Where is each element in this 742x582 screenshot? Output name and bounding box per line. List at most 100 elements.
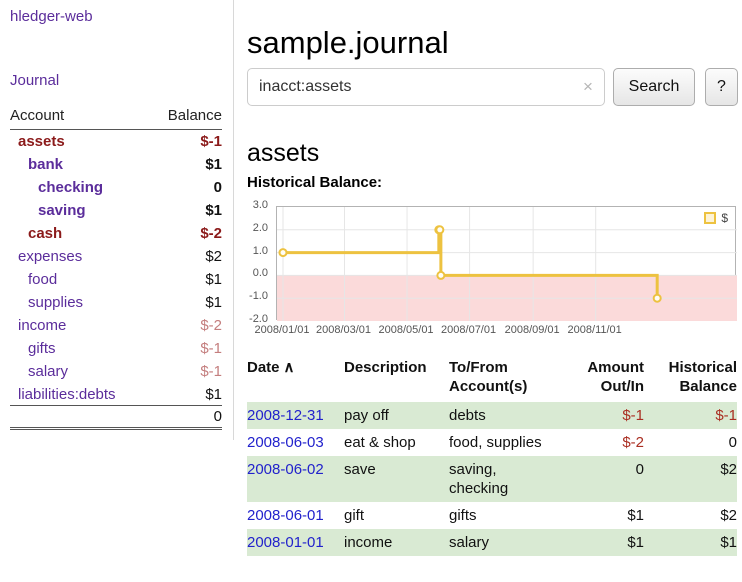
account-link-gifts[interactable]: gifts: [28, 340, 56, 357]
transaction-description: pay off: [344, 407, 389, 424]
account-link-checking[interactable]: checking: [38, 179, 104, 196]
y-tick-label: 3.0: [252, 199, 268, 211]
balance-chart: $: [276, 206, 737, 321]
transaction-row: 2008-06-03 eat & shop food, supplies $-2…: [247, 429, 737, 456]
accounts-header-row: Account Balance: [10, 104, 222, 130]
transaction-date-link[interactable]: 2008-12-31: [247, 407, 324, 424]
account-row: checking 0: [10, 176, 222, 199]
transaction-amount: $-1: [622, 407, 644, 424]
transaction-accounts: salary: [449, 534, 490, 551]
register-header-row: Date ∧ Description To/From Account(s) Amo…: [247, 356, 737, 402]
account-link-assets[interactable]: assets: [18, 133, 65, 150]
account-link-salary[interactable]: salary: [28, 363, 69, 380]
transaction-row: 2008-06-01 gift gifts $1 $2: [247, 502, 737, 529]
account-row: supplies $1: [10, 291, 222, 314]
y-tick-label: 2.0: [252, 221, 268, 234]
transaction-description: eat & shop: [344, 434, 416, 451]
account-row: expenses $2: [10, 245, 222, 268]
account-link-bank[interactable]: bank: [28, 156, 64, 173]
transaction-row: 2008-06-02 save saving, checking 0 $2: [247, 456, 737, 502]
account-link-saving[interactable]: saving: [38, 202, 86, 219]
account-balance-checking: 0: [213, 179, 222, 196]
brand-link[interactable]: hledger-web: [10, 8, 93, 25]
chart-y-axis: 3.0 2.0 1.0 0.0 -1.0 -2.0: [236, 199, 270, 325]
account-link-supplies[interactable]: supplies: [28, 294, 84, 311]
account-balance-supplies: $1: [205, 294, 222, 311]
account-link-expenses[interactable]: expenses: [18, 248, 83, 265]
y-tick-label: -1.0: [249, 290, 268, 303]
transaction-description: income: [344, 534, 393, 551]
x-tick-label: 2008/05/01: [378, 324, 434, 336]
account-balance-gifts: $-1: [200, 340, 222, 357]
sidebar-divider: [233, 0, 234, 440]
transaction-accounts: gifts: [449, 507, 477, 524]
account-row: food $1: [10, 268, 222, 291]
account-balance-saving: $1: [205, 202, 222, 219]
search-area: × Search ?: [247, 68, 738, 108]
transaction-amount: 0: [635, 461, 644, 478]
transaction-date-link[interactable]: 2008-06-02: [247, 461, 324, 478]
account-link-cash[interactable]: cash: [28, 225, 63, 242]
chart-x-axis: 2008/01/01 2008/03/01 2008/05/01 2008/07/01…: [254, 324, 736, 338]
transaction-date-cell: 2008-06-03: [247, 429, 344, 456]
transaction-date-cell: 2008-12-31: [247, 402, 344, 429]
register-header-date[interactable]: Date ∧: [247, 356, 344, 402]
search-button[interactable]: Search: [613, 68, 695, 106]
x-tick-label: 2008/09/01: [504, 324, 560, 336]
transaction-accounts: saving, checking: [449, 461, 509, 497]
sort-ascending-icon: ∧: [283, 359, 295, 376]
legend-label: $: [721, 211, 728, 225]
account-row: liabilities:debts $1: [10, 383, 222, 406]
account-link-income[interactable]: income: [18, 317, 67, 334]
register-header-description: Description: [344, 359, 427, 376]
chart-canvas: [277, 207, 737, 321]
account-row: assets $-1: [10, 130, 222, 153]
help-button[interactable]: ?: [705, 68, 738, 106]
register-table: Date ∧ Description To/From Account(s) Amo…: [247, 356, 737, 556]
transaction-amount: $1: [627, 507, 644, 524]
y-tick-label: -2.0: [249, 313, 268, 325]
account-balance-liabilities-debts: $1: [205, 385, 222, 403]
account-row: bank $1: [10, 153, 222, 176]
date-header-label: Date: [247, 359, 280, 376]
transaction-description: save: [344, 461, 376, 478]
transaction-amount: $1: [627, 534, 644, 551]
account-balance-income: $-2: [200, 317, 222, 334]
account-row: saving $1: [10, 199, 222, 222]
account-balance-cash: $-2: [200, 225, 222, 242]
transaction-date-link[interactable]: 2008-01-01: [247, 534, 324, 551]
account-link-food[interactable]: food: [28, 271, 58, 288]
register-header-amount: Amount Out/In: [587, 359, 644, 395]
accounts-header-account: Account: [10, 107, 65, 124]
transaction-amount: $-2: [622, 434, 644, 451]
transaction-date-link[interactable]: 2008-06-03: [247, 434, 324, 451]
transaction-date-cell: 2008-06-02: [247, 456, 344, 502]
account-balance-bank: $1: [205, 156, 222, 173]
account-row: gifts $-1: [10, 337, 222, 360]
clear-search-icon[interactable]: ×: [583, 77, 593, 96]
account-row: income $-2: [10, 314, 222, 337]
account-row: salary $-1: [10, 360, 222, 383]
page-title: sample.journal: [247, 24, 449, 60]
x-tick-label: 2008/03/01: [315, 324, 372, 336]
transaction-date-link[interactable]: 2008-06-01: [247, 507, 324, 524]
sidebar-item-journal[interactable]: Journal: [10, 72, 60, 89]
x-tick-label: 2008/11/01: [567, 324, 622, 336]
accounts-total-row: 0: [10, 406, 222, 430]
transaction-accounts: food, supplies: [449, 434, 542, 451]
account-balance-food: $1: [205, 271, 222, 288]
transaction-accounts: debts: [449, 407, 486, 424]
y-tick-label: 1.0: [252, 244, 268, 257]
account-balance-assets: $-1: [200, 133, 222, 150]
x-tick-label: 2008/07/01: [441, 324, 497, 336]
transaction-description: gift: [344, 507, 365, 524]
search-input[interactable]: [247, 68, 605, 106]
transaction-date-cell: 2008-06-01: [247, 502, 344, 529]
legend-swatch: [704, 212, 717, 224]
transaction-row: 2008-12-31 pay off debts $-1 $-1: [247, 402, 737, 429]
account-link-liabilities-debts[interactable]: liabilities:debts: [18, 385, 116, 403]
y-tick-label: 0.0: [252, 267, 268, 280]
transaction-row: 2008-01-01 income salary $1 $1: [247, 529, 737, 556]
register-header-account: To/From Account(s): [449, 359, 528, 395]
